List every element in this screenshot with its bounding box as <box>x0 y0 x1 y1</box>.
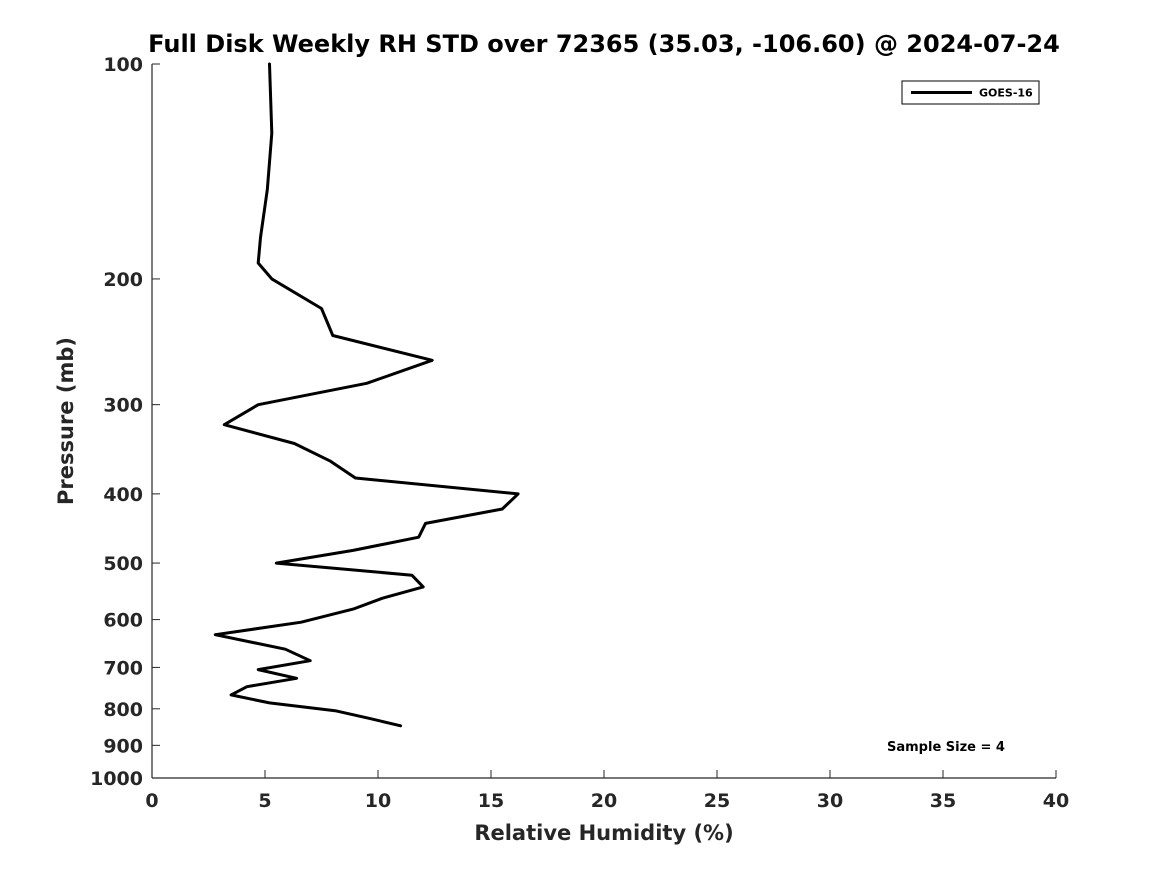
sample-size-annotation: Sample Size = 4 <box>887 740 1005 755</box>
legend-entry-goes-16: GOES-16 <box>979 87 1033 100</box>
y-tick-label: 1000 <box>90 768 143 790</box>
series-layer <box>213 62 520 728</box>
y-axis-label: Pressure (mb) <box>54 337 78 505</box>
y-tick-label: 300 <box>103 395 143 417</box>
y-tick-label: 700 <box>103 657 143 679</box>
y-tick-label: 100 <box>103 54 143 76</box>
x-tick-label: 30 <box>817 790 843 812</box>
axes <box>151 64 1056 779</box>
y-tick-label: 200 <box>103 269 143 291</box>
x-tick-label: 10 <box>365 790 391 812</box>
series-line-goes-16 <box>213 62 520 728</box>
x-tick-label: 35 <box>930 790 956 812</box>
x-tick-label: 5 <box>258 790 271 812</box>
y-tick-label: 500 <box>103 553 143 575</box>
y-ticks: 100 200 300 400 500 600 700 800 900 1000 <box>90 54 160 790</box>
chart-title: Full Disk Weekly RH STD over 72365 (35.0… <box>148 30 1060 58</box>
x-tick-label: 15 <box>478 790 504 812</box>
x-tick-label: 40 <box>1043 790 1069 812</box>
y-tick-label: 400 <box>103 484 143 506</box>
legend: GOES-16 <box>901 80 1040 105</box>
x-tick-label: 25 <box>704 790 730 812</box>
x-ticks: 0 5 10 15 20 25 30 35 40 <box>145 770 1069 812</box>
x-tick-label: 0 <box>145 790 158 812</box>
y-tick-label: 600 <box>103 610 143 632</box>
y-tick-label: 800 <box>103 699 143 721</box>
x-axis-label: Relative Humidity (%) <box>474 821 733 845</box>
y-tick-label: 900 <box>103 735 143 757</box>
x-tick-label: 20 <box>591 790 617 812</box>
